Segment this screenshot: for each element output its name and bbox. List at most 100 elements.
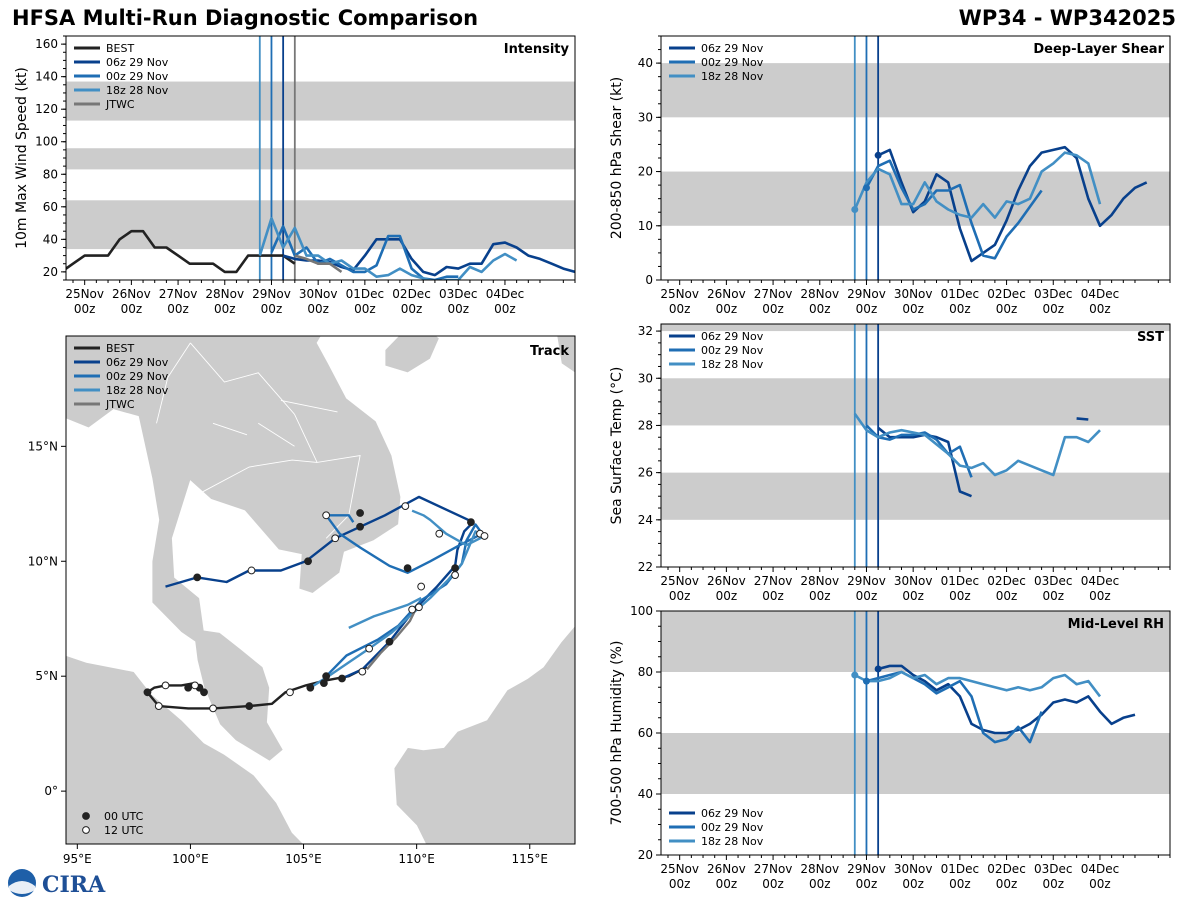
x-tick-label: 28Nov (800, 574, 839, 588)
legend-label: 18z 28 Nov (701, 358, 764, 371)
plot-frame (660, 323, 1171, 568)
y-tick-label: 30 (638, 110, 653, 124)
x-tick-label: 29Nov (847, 287, 886, 301)
x-tick-hour-label: 00z (447, 302, 469, 316)
series-line (877, 664, 1136, 735)
track-point-12utc (365, 644, 374, 653)
x-tick-label: 29Nov (252, 287, 291, 301)
legend-label: 06z 29 Nov (701, 330, 764, 343)
x-tick-label: 03Dec (1034, 862, 1073, 876)
legend-label: 00z 29 Nov (106, 370, 169, 383)
legend-label: 06z 29 Nov (701, 807, 764, 820)
x-tick-hour-label: 00z (669, 589, 691, 603)
x-tick-label: 29Nov (847, 574, 886, 588)
x-tick-label: 04Dec (1081, 862, 1120, 876)
x-tick-label: 26Nov (707, 862, 746, 876)
series-line (258, 216, 518, 280)
x-tick-hour-label: 00z (809, 302, 831, 316)
x-tick-hour-label: 00z (856, 877, 878, 891)
category-band (66, 200, 575, 250)
series-line (853, 412, 1101, 477)
panel-title: Track (530, 344, 569, 359)
y-tick-label: 0 (645, 273, 653, 287)
x-tick-hour-label: 00z (1089, 302, 1111, 316)
category-band (661, 472, 1170, 520)
border-line (190, 342, 361, 539)
track-point-12utc (154, 702, 163, 710)
series-line (1076, 417, 1089, 421)
marker-legend-label: 00 UTC (104, 810, 144, 823)
x-tick-hour-label: 00z (1089, 877, 1111, 891)
land-hainan (384, 336, 440, 374)
y-tick-label: 100 (630, 604, 653, 618)
border-line (280, 399, 338, 413)
x-tick-hour-label: 00z (996, 302, 1018, 316)
x-tick-label: 30Nov (894, 287, 933, 301)
border-line (258, 422, 295, 447)
y-tick-label: 80 (638, 665, 653, 679)
track-point-00utc (451, 564, 460, 573)
x-tick-hour-label: 00z (1042, 589, 1064, 603)
track-point-00utc (184, 683, 193, 692)
series-line (877, 145, 1148, 263)
track-point-00utc (467, 518, 475, 527)
series-line (294, 254, 343, 273)
x-tick-label: 25Nov (660, 862, 699, 876)
y-tick-label: 40 (43, 232, 58, 246)
x-tick-label: 27Nov (754, 574, 793, 588)
border-line (212, 422, 248, 436)
x-tick-hour-label: 00z (762, 589, 784, 603)
legend-label: 18z 28 Nov (701, 70, 764, 83)
x-tick-label: 29Nov (847, 862, 886, 876)
x-tick-hour-label: 00z (167, 302, 189, 316)
land-sumatra (66, 655, 305, 844)
y-tick-label: 100 (35, 135, 58, 149)
init-point (851, 206, 859, 214)
legend-label: 00z 29 Nov (106, 70, 169, 83)
init-point (862, 677, 870, 685)
legend-label: BEST (106, 342, 134, 355)
y-tick-label: 24 (638, 513, 653, 527)
x-tick-hour-label: 00z (354, 302, 376, 316)
init-point (874, 665, 882, 673)
panel-shear: 01020304025Nov00z26Nov00z27Nov00z28Nov00… (609, 35, 1171, 316)
cira-logo-text: CIRA (42, 872, 106, 898)
x-tick-hour-label: 00z (307, 302, 329, 316)
track-point-00utc (403, 564, 412, 573)
x-tick-label: 30Nov (299, 287, 338, 301)
plot-area (661, 324, 1170, 567)
x-tick-label: 02Dec (392, 287, 431, 301)
x-tick-label: 30Nov (894, 862, 933, 876)
y-tick-label: 20 (638, 848, 653, 862)
x-tick-label: 03Dec (1034, 574, 1073, 588)
plot-area (661, 611, 1170, 855)
x-tick-label: 27Nov (159, 287, 198, 301)
category-band (66, 81, 575, 121)
track-point-12utc (286, 688, 294, 697)
track-point-12utc (417, 582, 426, 591)
y-axis-label: 200-850 hPa Shear (kt) (609, 77, 625, 239)
x-tick-hour-label: 00z (716, 877, 738, 891)
track-point-12utc (415, 603, 423, 612)
x-tick-hour-label: 00z (809, 589, 831, 603)
y-tick-label: 60 (43, 200, 58, 214)
x-tick-hour-label: 00z (1089, 589, 1111, 603)
track-point-00utc (385, 637, 394, 646)
track-line (365, 606, 418, 671)
legend-label: 06z 29 Nov (701, 42, 764, 55)
x-tick-hour-label: 00z (669, 302, 691, 316)
legend-label: 18z 28 Nov (106, 384, 169, 397)
x-tick-label: 01Dec (346, 287, 385, 301)
marker-legend-label: 12 UTC (104, 824, 144, 837)
y-tick-label: 160 (35, 37, 58, 51)
x-tick-hour-label: 00z (856, 302, 878, 316)
legend-marker-open (82, 826, 90, 834)
x-tick-label: 04Dec (1081, 574, 1120, 588)
x-tick-label: 28Nov (205, 287, 244, 301)
x-tick-label: 03Dec (1034, 287, 1073, 301)
x-tick-label: 02Dec (987, 287, 1026, 301)
category-band (661, 611, 1170, 672)
track-point-00utc (306, 683, 315, 692)
x-tick-hour-label: 00z (949, 877, 971, 891)
series-line (66, 229, 296, 274)
